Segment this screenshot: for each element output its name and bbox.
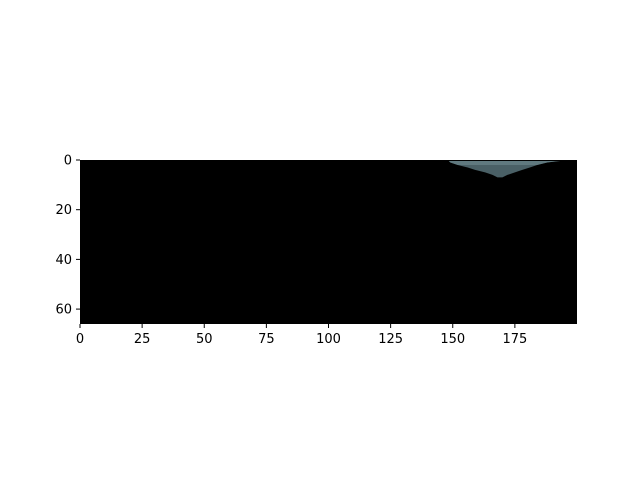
y-tick-label: 40	[55, 253, 72, 268]
x-tick-label: 100	[316, 332, 341, 347]
x-tick-label: 150	[440, 332, 465, 347]
plot-area	[80, 160, 577, 324]
x-tick-label: 75	[258, 332, 275, 347]
x-tick-label: 125	[378, 332, 403, 347]
x-tick-label: 25	[134, 332, 151, 347]
y-tick-label: 0	[64, 154, 72, 169]
y-tick-label: 20	[55, 203, 72, 218]
x-tick-label: 50	[196, 332, 213, 347]
heatmap-region-highlight	[447, 160, 577, 165]
x-axis: 0 25 50 75 100 125 150 175	[76, 324, 527, 347]
y-tick-label: 60	[55, 303, 72, 318]
y-axis: 0 20 40 60	[55, 154, 80, 318]
axes-frame	[80, 160, 577, 324]
x-tick-label: 0	[76, 332, 84, 347]
heatmap-background	[80, 160, 577, 324]
x-tick-label: 175	[502, 332, 527, 347]
